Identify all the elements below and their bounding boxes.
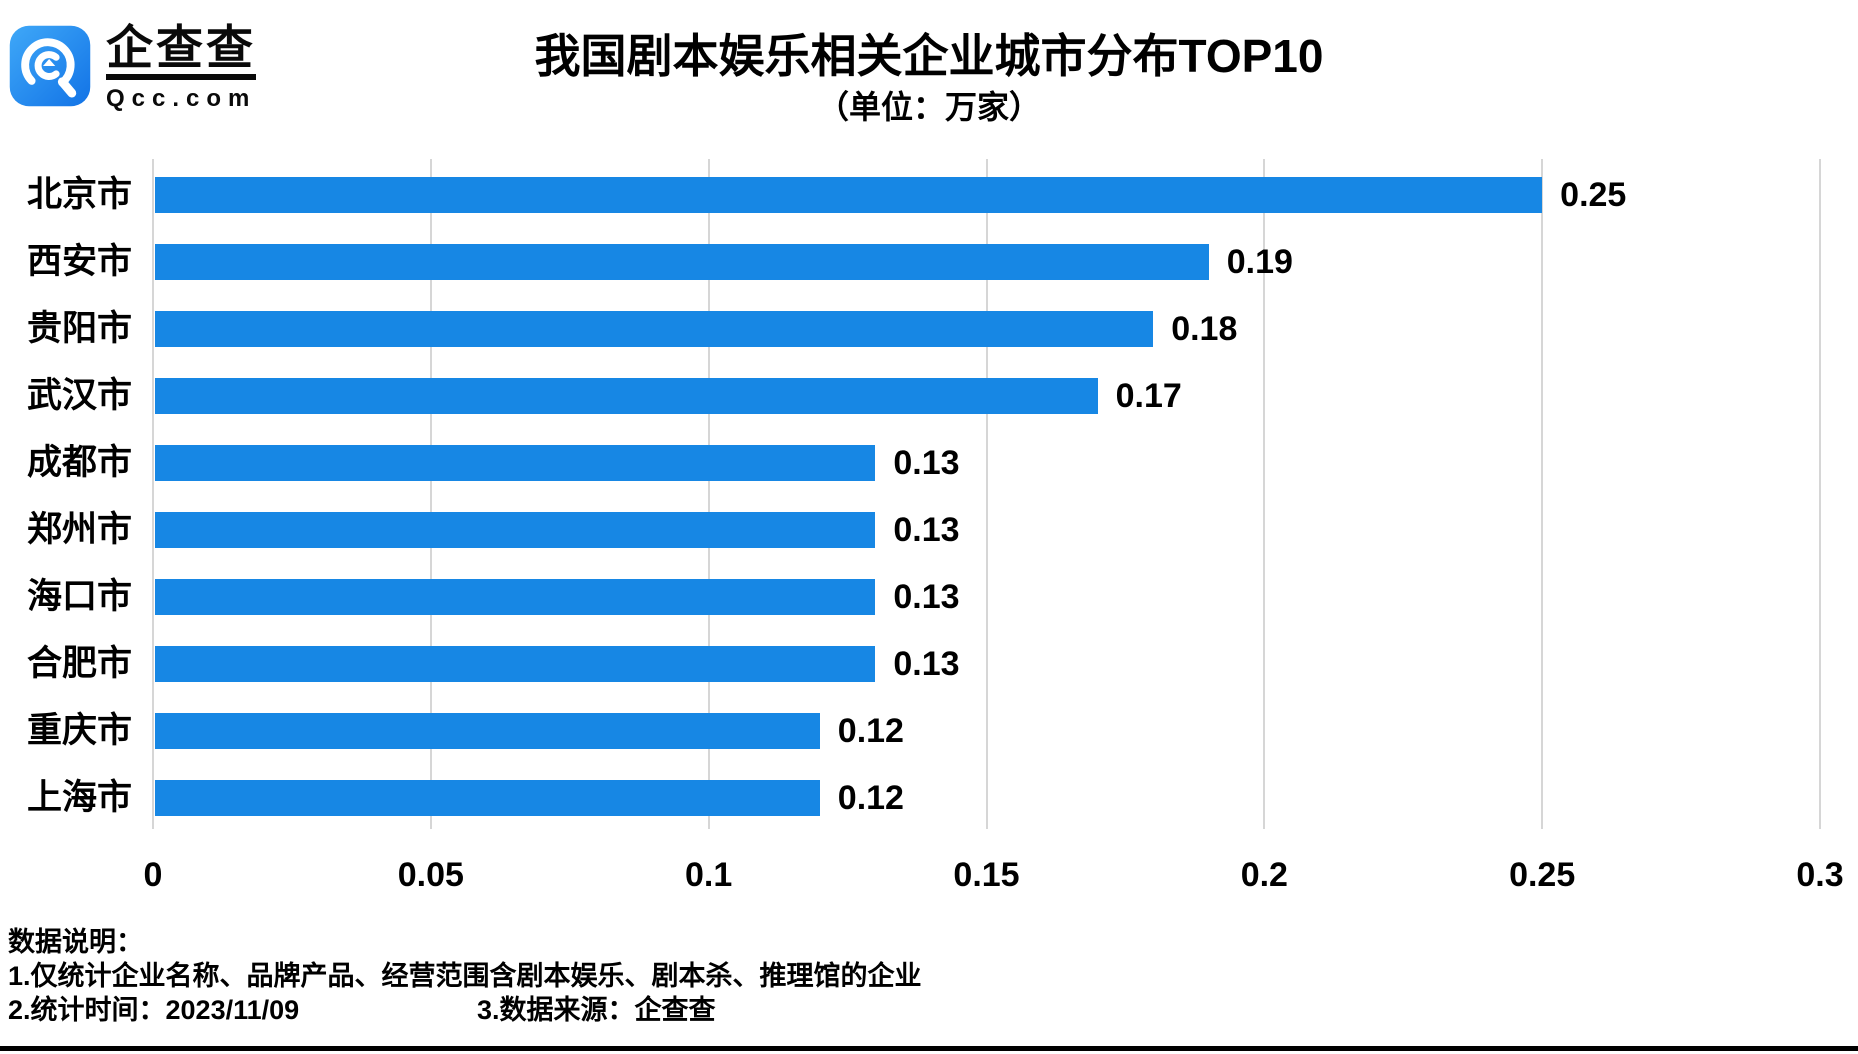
- gridline: [152, 159, 154, 829]
- x-tick-label: 0.1: [685, 856, 733, 894]
- footer-note-3: 3.数据来源：企查查: [477, 995, 716, 1025]
- category-label: 贵阳市: [26, 309, 132, 348]
- footer-note-1: 1.仅统计企业名称、品牌产品、经营范围含剧本娱乐、剧本杀、推理馆的企业: [8, 961, 922, 991]
- category-label: 合肥市: [26, 644, 132, 683]
- logo-wordmark: 企查查: [106, 24, 257, 80]
- qcc-logo: 企查查 Qcc.com: [8, 24, 257, 113]
- bar: [155, 177, 1543, 213]
- value-label: 0.12: [837, 712, 904, 750]
- value-label: 0.18: [1171, 310, 1238, 348]
- qcc-magnifier-icon: [9, 25, 91, 107]
- gridline: [429, 159, 432, 829]
- x-tick-label: 0.3: [1796, 856, 1844, 894]
- category-label: 重庆市: [26, 711, 132, 750]
- logo-text: 企查查 Qcc.com: [106, 24, 257, 113]
- bar: [155, 244, 1209, 280]
- category-label: 上海市: [26, 778, 132, 817]
- bar: [155, 378, 1098, 414]
- category-label: 成都市: [26, 443, 132, 482]
- bar: [155, 311, 1154, 347]
- x-tick-label: 0: [143, 856, 163, 894]
- bar: [155, 579, 876, 615]
- bottom-border-rule: [0, 1046, 1858, 1051]
- category-label: 海口市: [26, 577, 132, 616]
- value-label: 0.25: [1560, 176, 1627, 214]
- gridline: [1541, 159, 1544, 829]
- value-label: 0.12: [837, 779, 904, 817]
- x-tick-label: 0.25: [1509, 856, 1576, 894]
- category-label: 北京市: [26, 175, 132, 214]
- value-label: 0.17: [1115, 377, 1182, 415]
- category-label: 郑州市: [26, 510, 132, 549]
- bar: [155, 512, 876, 548]
- bar: [155, 646, 876, 682]
- bar: [155, 780, 820, 816]
- x-tick-label: 0.2: [1240, 856, 1288, 894]
- chart-unit-label: （单位：万家）: [816, 89, 1041, 125]
- chart-title: 我国剧本娱乐相关企业城市分布TOP10: [534, 30, 1324, 82]
- value-label: 0.13: [893, 578, 960, 616]
- bar: [155, 445, 876, 481]
- category-label: 西安市: [26, 242, 132, 281]
- value-label: 0.13: [893, 444, 960, 482]
- bar: [155, 713, 820, 749]
- value-label: 0.13: [893, 511, 960, 549]
- gridline: [985, 159, 988, 829]
- footer-heading: 数据说明：: [8, 927, 143, 957]
- x-tick-label: 0.15: [953, 856, 1020, 894]
- category-label: 武汉市: [26, 376, 132, 415]
- gridline: [707, 159, 710, 829]
- logo-domain: Qcc.com: [106, 84, 257, 112]
- gridline: [1263, 159, 1266, 829]
- footer-note-2: 2.统计时间：2023/11/09: [8, 995, 300, 1025]
- gridline: [1819, 159, 1821, 829]
- value-label: 0.19: [1226, 243, 1293, 281]
- value-label: 0.13: [893, 645, 960, 683]
- x-tick-label: 0.05: [397, 856, 464, 894]
